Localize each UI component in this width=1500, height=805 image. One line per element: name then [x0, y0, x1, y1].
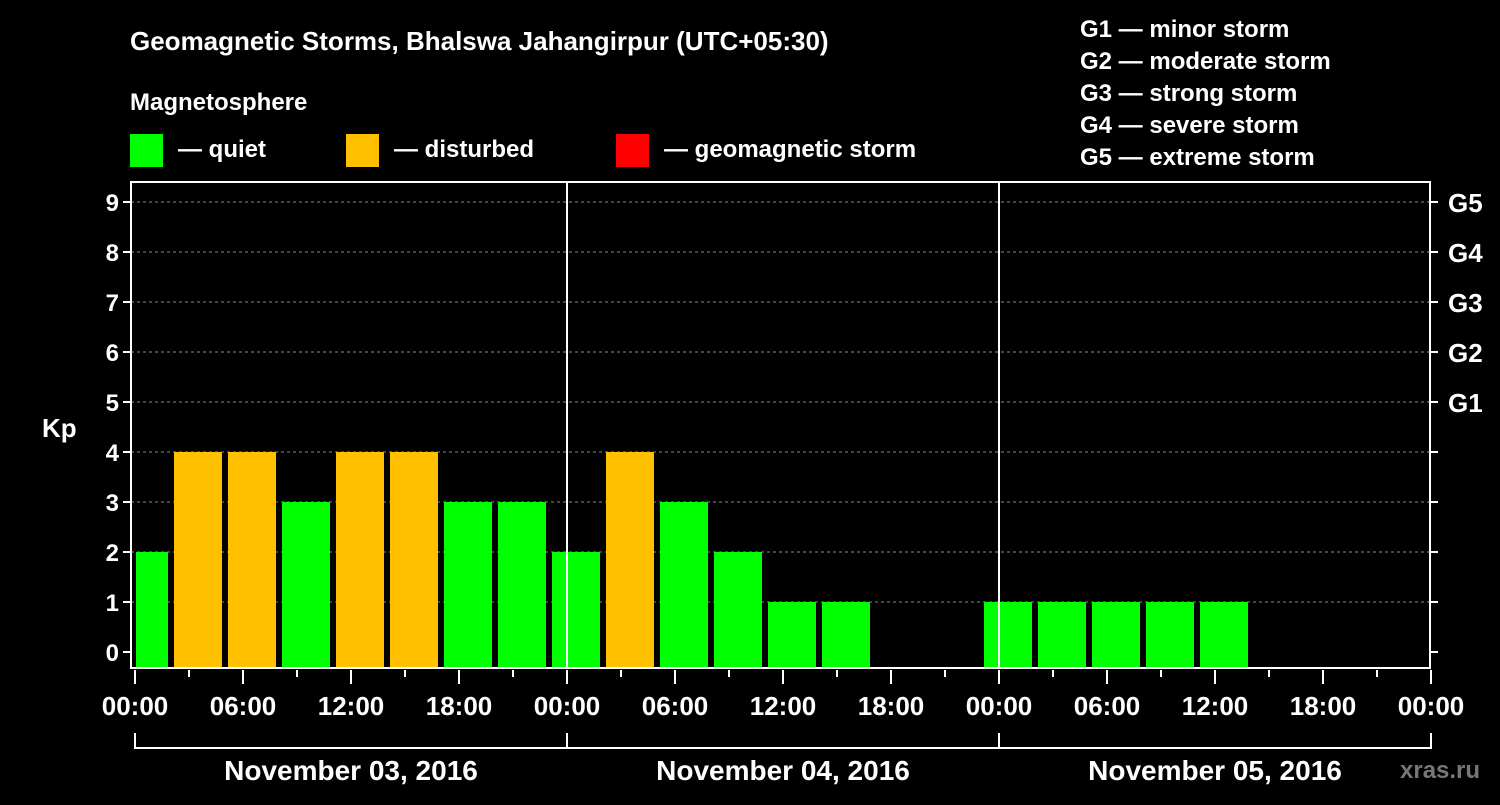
x-tick-label: 00:00	[534, 691, 601, 721]
x-tick-label: 06:00	[642, 691, 709, 721]
kp-bar	[136, 552, 168, 668]
x-tick-label: 12:00	[750, 691, 817, 721]
kp-bar	[498, 502, 546, 668]
scale-legend-item: G2 — moderate storm	[1080, 48, 1331, 75]
scale-legend-item: G4 — severe storm	[1080, 112, 1299, 139]
kp-bar	[390, 452, 438, 668]
kp-bar	[768, 602, 816, 668]
legend-label: — quiet	[178, 136, 266, 163]
day-label: November 05, 2016	[1088, 755, 1342, 786]
kp-bar	[1092, 602, 1140, 668]
y-tick-label: 7	[106, 290, 119, 317]
watermark: xras.ru	[1400, 757, 1480, 784]
g-scale-label: G1	[1448, 388, 1483, 418]
legend-swatch	[616, 134, 649, 167]
kp-bar	[1200, 602, 1248, 668]
legend-swatch	[346, 134, 379, 167]
plot-frame	[130, 181, 1431, 669]
day-bracket	[134, 733, 1432, 749]
kp-bar	[552, 552, 600, 668]
day-label: November 04, 2016	[656, 755, 910, 786]
kp-bar	[606, 452, 654, 668]
x-tick-label: 12:00	[318, 691, 385, 721]
kp-bar	[1146, 602, 1194, 668]
x-tick-label: 06:00	[1074, 691, 1141, 721]
x-tick-label: 12:00	[1182, 691, 1249, 721]
x-tick-label: 00:00	[102, 691, 169, 721]
chart-title: Geomagnetic Storms, Bhalswa Jahangirpur …	[130, 26, 829, 56]
y-tick-label: 1	[106, 590, 119, 617]
kp-bar	[660, 502, 708, 668]
y-tick-label: 4	[106, 440, 120, 467]
scale-legend-item: G1 — minor storm	[1080, 16, 1289, 43]
x-tick-label: 18:00	[426, 691, 493, 721]
kp-bar	[174, 452, 222, 668]
kp-bar	[336, 452, 384, 668]
kp-bar	[228, 452, 276, 668]
x-tick-label: 00:00	[966, 691, 1033, 721]
kp-bar	[714, 552, 762, 668]
y-tick-label: 9	[106, 190, 119, 217]
y-tick-label: 6	[106, 340, 119, 367]
kp-bar	[444, 502, 492, 668]
kp-bar	[984, 602, 1032, 668]
g-scale-label: G4	[1448, 238, 1483, 268]
x-tick-label: 06:00	[210, 691, 277, 721]
kp-bar	[822, 602, 870, 668]
scale-legend-item: G3 — strong storm	[1080, 80, 1297, 107]
day-label: November 03, 2016	[224, 755, 478, 786]
y-tick-label: 8	[106, 240, 119, 267]
x-tick-label: 18:00	[1290, 691, 1357, 721]
y-tick-label: 5	[106, 390, 119, 417]
kp-bar	[1038, 602, 1086, 668]
legend-label: — disturbed	[394, 136, 534, 163]
kp-bar	[282, 502, 330, 668]
legend-swatch	[130, 134, 163, 167]
y-tick-label: 2	[106, 540, 119, 567]
g-scale-label: G3	[1448, 288, 1483, 318]
y-tick-label: 3	[106, 490, 119, 517]
legend-label: — geomagnetic storm	[664, 136, 916, 163]
g-scale-label: G2	[1448, 338, 1483, 368]
y-axis-label: Kp	[42, 413, 77, 443]
scale-legend-item: G5 — extreme storm	[1080, 144, 1315, 171]
x-tick-label: 18:00	[858, 691, 925, 721]
g-scale-label: G5	[1448, 188, 1483, 218]
legend-title: Magnetosphere	[130, 89, 307, 116]
y-tick-label: 0	[106, 640, 119, 667]
x-tick-label: 00:00	[1398, 691, 1465, 721]
